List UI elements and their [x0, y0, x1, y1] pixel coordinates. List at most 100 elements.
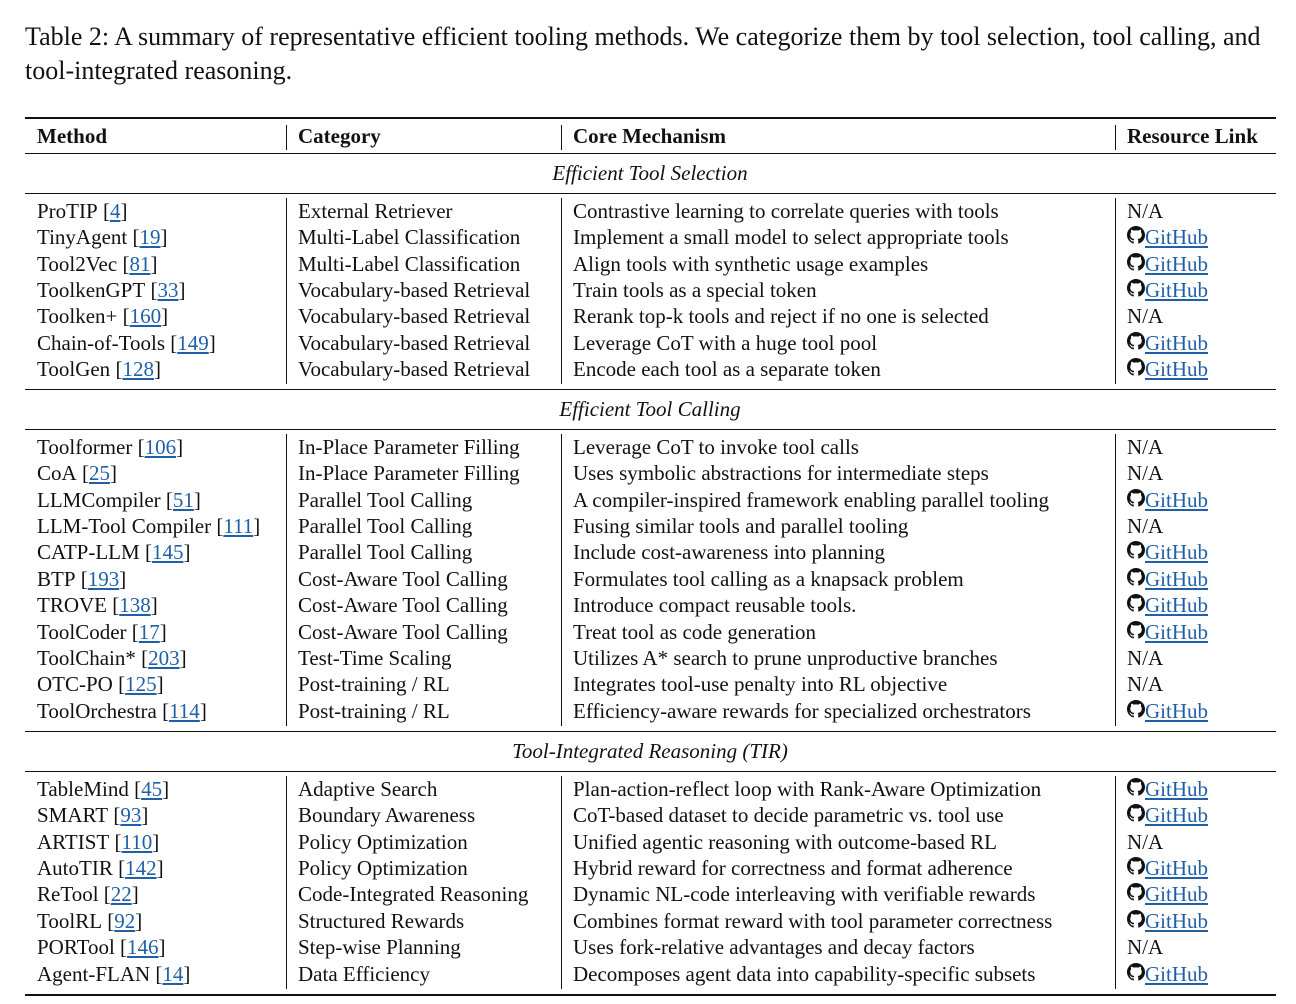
mechanism-cell: Train tools as a special token: [573, 277, 817, 302]
category-cell: Parallel Tool Calling: [298, 540, 473, 565]
resource-link: N/A: [1127, 646, 1164, 670]
mechanism-cell: Rerank top-k tools and reject if no one …: [573, 304, 989, 329]
resource-link[interactable]: GitHub: [1127, 566, 1208, 592]
rule: [25, 153, 1276, 154]
category-cell: Structured Rewards: [298, 908, 465, 933]
method-cell: ToolkenGPT [33]: [37, 277, 185, 303]
mechanism-cell: Plan-action-reflect loop with Rank-Aware…: [573, 776, 1042, 801]
resource-link[interactable]: GitHub: [1127, 330, 1208, 356]
method-cell: OTC-PO [125]: [37, 671, 164, 697]
method-cell: ProTIP [4]: [37, 198, 127, 224]
category-cell: Multi-Label Classification: [298, 251, 521, 276]
resource-link[interactable]: GitHub: [1127, 908, 1208, 934]
resource-link: N/A: [1127, 935, 1164, 960]
mechanism-cell: Contrastive learning to correlate querie…: [573, 199, 999, 223]
resource-link[interactable]: GitHub: [1127, 251, 1208, 277]
method-cell: CoA [25]: [37, 460, 117, 486]
method-cell: BTP [193]: [37, 566, 126, 592]
citation: [138]: [112, 593, 158, 618]
method-name: LLMCompiler: [37, 487, 161, 512]
resource-link[interactable]: GitHub: [1127, 802, 1208, 828]
column-header: Core Mechanism: [573, 124, 726, 148]
rule: [25, 388, 1276, 390]
resource-link[interactable]: GitHub: [1127, 961, 1208, 987]
method-name: BTP: [37, 566, 76, 591]
mechanism-cell: Introduce compact reusable tools.: [573, 593, 857, 618]
method-name: ToolGen: [37, 356, 111, 381]
category-cell: Vocabulary-based Retrieval: [298, 356, 531, 381]
citation: [51]: [165, 487, 201, 512]
method-name: TROVE: [37, 593, 107, 618]
citation: [92]: [107, 908, 143, 933]
resource-link: N/A: [1127, 304, 1164, 329]
method-cell: CATP-LLM [145]: [37, 539, 190, 565]
resource-link[interactable]: GitHub: [1127, 277, 1208, 303]
rule: [25, 193, 1276, 194]
rule: [25, 117, 1276, 119]
citation: [106]: [137, 434, 184, 459]
resource-link[interactable]: GitHub: [1127, 539, 1208, 565]
column-separator: [1115, 125, 1116, 150]
resource-link[interactable]: GitHub: [1127, 224, 1208, 250]
citation: [17]: [131, 619, 167, 644]
mechanism-cell: Implement a small model to select approp…: [573, 225, 1009, 250]
resource-link[interactable]: GitHub: [1127, 487, 1208, 513]
mechanism-cell: Combines format reward with tool paramet…: [573, 908, 1053, 933]
section-title: Efficient Tool Selection: [552, 161, 748, 185]
category-cell: Post-training / RL: [298, 698, 450, 723]
column-separator: [1115, 775, 1116, 989]
resource-link[interactable]: GitHub: [1127, 592, 1208, 618]
category-cell: Vocabulary-based Retrieval: [298, 304, 531, 329]
citation: [111]: [216, 514, 261, 538]
method-cell: ToolRL [92]: [37, 908, 142, 934]
column-separator: [286, 775, 287, 989]
category-cell: Cost-Aware Tool Calling: [298, 566, 508, 591]
mechanism-cell: Include cost-awareness into planning: [573, 540, 885, 565]
table-caption: Table 2: A summary of representative eff…: [25, 22, 1261, 85]
mechanism-cell: Leverage CoT with a huge tool pool: [573, 330, 878, 355]
resource-link[interactable]: GitHub: [1127, 356, 1208, 382]
rule: [25, 993, 1276, 996]
method-name: CoA: [37, 461, 77, 486]
method-name: TableMind: [37, 776, 129, 801]
mechanism-cell: Integrates tool-use penalty into RL obje…: [573, 672, 948, 697]
resource-link[interactable]: GitHub: [1127, 619, 1208, 645]
method-cell: LLM-Tool Compiler [111]: [37, 513, 260, 539]
resource-link[interactable]: GitHub: [1127, 855, 1208, 881]
resource-link[interactable]: GitHub: [1127, 776, 1208, 802]
citation: [33]: [150, 277, 186, 302]
method-cell: ToolChain* [203]: [37, 645, 187, 671]
resource-link[interactable]: GitHub: [1127, 698, 1208, 724]
mechanism-cell: Uses fork-relative advantages and decay …: [573, 935, 975, 960]
category-cell: Post-training / RL: [298, 672, 450, 697]
citation: [145]: [144, 540, 191, 565]
category-cell: Policy Optimization: [298, 856, 468, 880]
method-cell: TableMind [45]: [37, 776, 169, 802]
resource-link[interactable]: GitHub: [1127, 881, 1208, 907]
mechanism-cell: A compiler-inspired framework enabling p…: [573, 487, 1050, 512]
method-cell: ToolCoder [17]: [37, 619, 167, 645]
method-name: CATP-LLM: [37, 540, 140, 565]
method-name: LLM-Tool Compiler: [37, 514, 212, 538]
category-cell: Step-wise Planning: [298, 935, 461, 960]
method-name: ToolkenGPT: [37, 277, 146, 302]
section-title: Tool-Integrated Reasoning (TIR): [512, 738, 788, 763]
mechanism-cell: Uses symbolic abstractions for intermedi…: [573, 461, 989, 486]
method-cell: LLMCompiler [51]: [37, 487, 201, 513]
citation: [81]: [122, 251, 158, 276]
citation: [203]: [141, 646, 187, 670]
resource-link: N/A: [1127, 829, 1164, 854]
category-cell: Data Efficiency: [298, 961, 430, 986]
mechanism-cell: Dynamic NL-code interleaving with verifi…: [573, 882, 1036, 907]
mechanism-cell: Unified agentic reasoning with outcome-b…: [573, 829, 997, 854]
column-separator: [1115, 433, 1116, 726]
citation: [146]: [120, 935, 166, 960]
column-header: Method: [37, 124, 107, 148]
category-cell: Cost-Aware Tool Calling: [298, 619, 508, 644]
resource-link: N/A: [1127, 672, 1164, 697]
mechanism-cell: Utilizes A* search to prune unproductive…: [573, 646, 998, 670]
citation: [149]: [170, 330, 216, 355]
category-cell: In-Place Parameter Filling: [298, 461, 520, 486]
method-cell: Toolken+ [160]: [37, 303, 168, 329]
